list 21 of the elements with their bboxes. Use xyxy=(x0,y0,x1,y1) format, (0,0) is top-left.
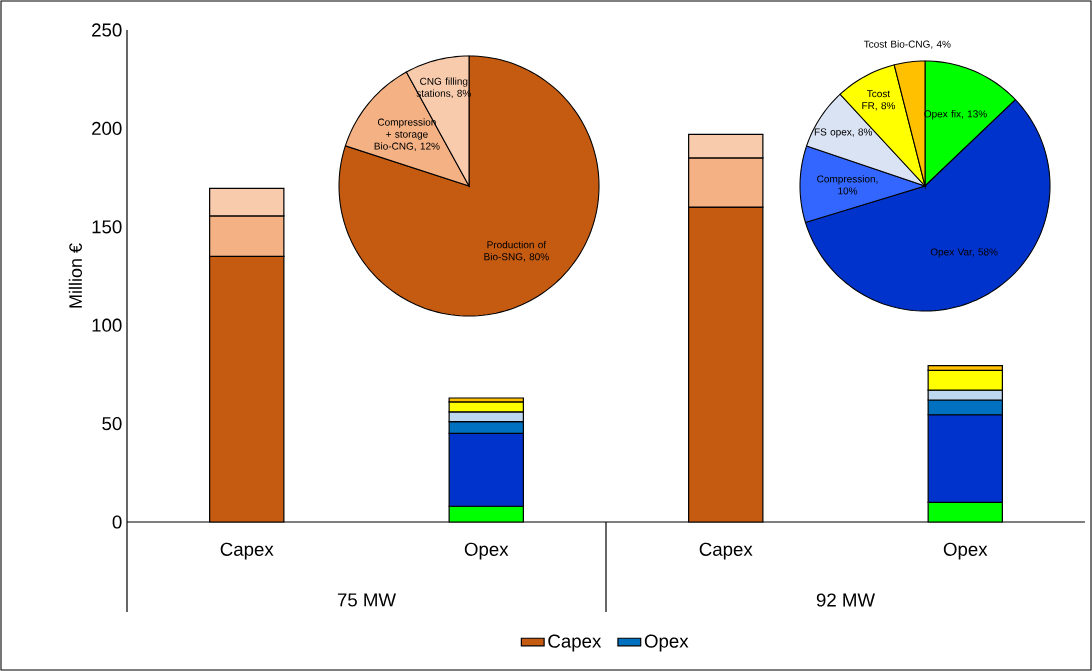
x-tick-label: Capex xyxy=(699,542,753,560)
y-tick-label: 0 xyxy=(112,515,122,529)
slice-label: Opex Var, 58% xyxy=(930,248,998,258)
slice-label: Compression, 10% xyxy=(817,175,878,195)
legend-label: Opex xyxy=(644,634,689,652)
y-tick-label: 50 xyxy=(102,416,122,431)
slice-label: Tcost FR, 8% xyxy=(862,90,896,111)
y-axis-title: Million € xyxy=(68,243,82,308)
x-tick-label: Opex xyxy=(943,542,988,560)
legend-label: Capex xyxy=(548,634,602,652)
text: 92 MW xyxy=(816,593,875,607)
y-tick-label: 200 xyxy=(92,121,122,136)
y-tick-label: 150 xyxy=(92,220,122,234)
x-tick-label: Capex xyxy=(220,542,274,560)
slice-label: Production of Bio-SNG, 80% xyxy=(484,240,549,262)
y-tick-label: 100 xyxy=(92,318,122,332)
x-tick-label: Opex xyxy=(464,542,509,560)
slice-label: FS opex, 8% xyxy=(814,128,873,138)
slice-label: Tcost Bio-CNG, 4% xyxy=(863,40,951,49)
y-tick-label: 250 xyxy=(92,23,122,37)
text: 75 MW xyxy=(337,593,396,607)
